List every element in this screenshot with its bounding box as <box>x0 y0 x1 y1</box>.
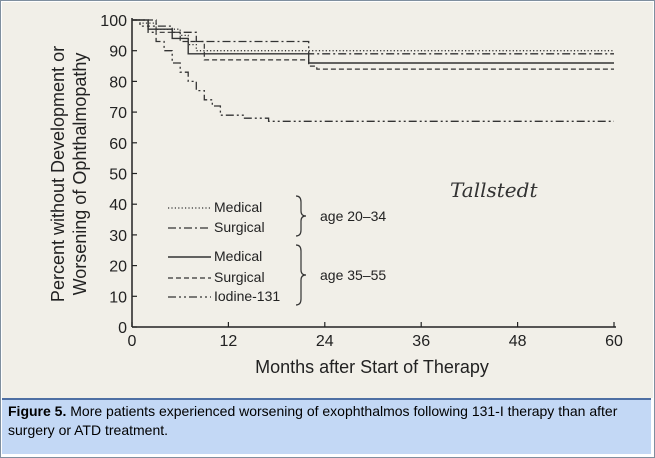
x-tick-label: 36 <box>412 333 430 350</box>
y-tick-label: 20 <box>109 259 127 276</box>
legend-label: Iodine-131 <box>214 288 280 304</box>
y-tick-label: 30 <box>109 228 127 245</box>
x-tick-label: 60 <box>605 333 623 350</box>
series-line <box>132 19 614 70</box>
x-axis-title: Months after Start of Therapy <box>255 357 489 377</box>
legend-group-label: age 20–34 <box>320 208 386 224</box>
legend-label: Medical <box>214 199 262 215</box>
chart-area: 0 10 20 30 40 50 60 70 80 90 100 0 12 24 36 48 60 Months … <box>2 2 653 398</box>
legend-label: Surgical <box>214 219 265 235</box>
kaplan-meier-chart: 0 10 20 30 40 50 60 70 80 90 100 0 12 24 36 48 60 Months … <box>48 13 623 377</box>
y-tick-label: 40 <box>109 197 127 214</box>
figure-caption: Figure 5. More patients experienced wors… <box>2 398 651 454</box>
x-tick-label: 0 <box>128 333 137 350</box>
handwritten-annotation: Tallstedt <box>450 178 538 202</box>
x-tick-label: 48 <box>509 333 527 350</box>
legend-group-label: age 35–55 <box>320 267 386 283</box>
legend-brace <box>295 195 307 237</box>
y-axis-title-line: Worsening of Ophthalmopathy <box>70 53 90 296</box>
x-tick-label: 12 <box>220 333 238 350</box>
y-tick-label: 90 <box>109 44 127 61</box>
legend-label: Medical <box>214 248 262 264</box>
y-tick-label: 100 <box>100 13 127 30</box>
caption-label: Figure 5. <box>8 403 67 419</box>
legend-brace <box>295 244 307 306</box>
y-axis-title-line: Percent without Development or <box>48 46 68 302</box>
y-tick-label: 10 <box>109 289 127 306</box>
y-tick-label: 50 <box>109 167 127 184</box>
y-tick-label: 0 <box>118 320 127 337</box>
y-tick-label: 70 <box>109 105 127 122</box>
series-line <box>132 19 614 52</box>
caption-text: More patients experienced worsening of e… <box>8 403 618 438</box>
series-line <box>132 19 614 55</box>
y-tick-label: 60 <box>109 136 127 153</box>
series-line <box>132 19 614 122</box>
legend-label: Surgical <box>214 269 265 285</box>
y-tick-label: 80 <box>109 74 127 91</box>
x-tick-label: 24 <box>316 333 334 350</box>
